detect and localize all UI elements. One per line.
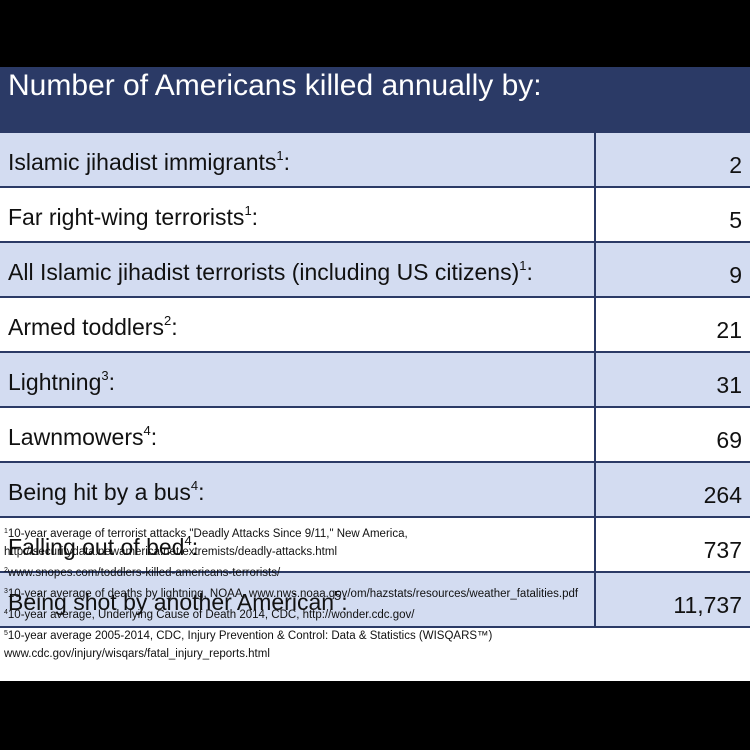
row-label: Islamic jihadist immigrants1: xyxy=(0,131,595,188)
statistics-table: Islamic jihadist immigrants1: 2 Far righ… xyxy=(0,131,750,628)
footnote-number: 4 xyxy=(4,609,8,616)
row-value: 69 xyxy=(594,406,750,463)
footnote: 310-year average of deaths by lightning,… xyxy=(4,585,744,603)
row-value: 2 xyxy=(594,131,750,188)
row-value: 5 xyxy=(594,186,750,243)
footnote: 2www.snopes.com/toddlers-killed-american… xyxy=(4,564,744,582)
row-value: 31 xyxy=(594,351,750,408)
footnote-text: 10-year average, Underlying Cause of Dea… xyxy=(7,609,415,621)
footnote: 110-year average of terrorist attacks "D… xyxy=(4,525,744,561)
row-value: 21 xyxy=(594,296,750,353)
table-row: Lawnmowers4: 69 xyxy=(0,406,750,463)
table-row: Lightning3: 31 xyxy=(0,351,750,408)
footnote-ref: 4 xyxy=(184,533,192,548)
table-row: Being shot by another American5: 11,737 xyxy=(0,571,750,628)
title-bar: Number of Americans killed annually by: xyxy=(0,67,750,131)
footnotes: 110-year average of terrorist attacks "D… xyxy=(4,525,744,666)
row-value: 11,737 xyxy=(594,571,750,628)
row-label: Far right-wing terrorists1: xyxy=(0,186,595,243)
row-label: All Islamic jihadist terrorists (includi… xyxy=(0,241,595,298)
footnote-url: www.cdc.gov/injury/wisqars/fatal_injury_… xyxy=(4,648,270,660)
table-row: Armed toddlers2: 21 xyxy=(0,296,750,353)
table-row: Far right-wing terrorists1: 5 xyxy=(0,186,750,243)
footnote-number: 2 xyxy=(4,567,8,574)
footnote-text: 10-year average of terrorist attacks "De… xyxy=(7,528,408,540)
footnote-number: 5 xyxy=(4,630,8,637)
table-row: All Islamic jihadist terrorists (includi… xyxy=(0,241,750,298)
page-title: Number of Americans killed annually by: xyxy=(8,69,542,102)
table-row: Being hit by a bus4: 264 xyxy=(0,461,750,518)
row-label: Being hit by a bus4: xyxy=(0,461,595,518)
footnote-ref: 1 xyxy=(276,148,284,163)
footnote-text: 10-year average of deaths by lightning, … xyxy=(7,588,579,600)
row-label: Falling out of bed4: xyxy=(0,516,595,573)
row-label: Lightning3: xyxy=(0,351,595,408)
footnote: 410-year average, Underlying Cause of De… xyxy=(4,606,744,624)
footnote-ref: 4 xyxy=(190,478,199,493)
footnote-text: 10-year average 2005-2014, CDC, Injury P… xyxy=(7,630,493,642)
row-value: 9 xyxy=(594,241,750,298)
row-value: 737 xyxy=(594,516,750,573)
footnote-number: 3 xyxy=(4,588,8,595)
footnote-ref: 5 xyxy=(334,588,342,603)
footnote-ref: 4 xyxy=(143,423,151,438)
row-label: Lawnmowers4: xyxy=(0,406,595,463)
row-label: Armed toddlers2: xyxy=(0,296,595,353)
footnote-ref: 1 xyxy=(244,203,252,218)
footnote-ref: 1 xyxy=(519,258,527,273)
footnote-ref: 3 xyxy=(101,368,109,383)
footnote: 510-year average 2005-2014, CDC, Injury … xyxy=(4,627,744,663)
table-row: Islamic jihadist immigrants1: 2 xyxy=(0,131,750,188)
row-value: 264 xyxy=(594,461,750,518)
footnote-text: www.snopes.com/toddlers-killed-americans… xyxy=(7,567,281,579)
footnote-ref: 2 xyxy=(163,313,172,328)
infographic-panel: Number of Americans killed annually by: … xyxy=(0,67,750,681)
table-row: Falling out of bed4: 737 xyxy=(0,516,750,573)
row-label: Being shot by another American5: xyxy=(0,571,595,628)
footnote-url: http://securitydata.newamerica.net/extre… xyxy=(4,546,338,558)
footnote-number: 1 xyxy=(4,528,8,535)
